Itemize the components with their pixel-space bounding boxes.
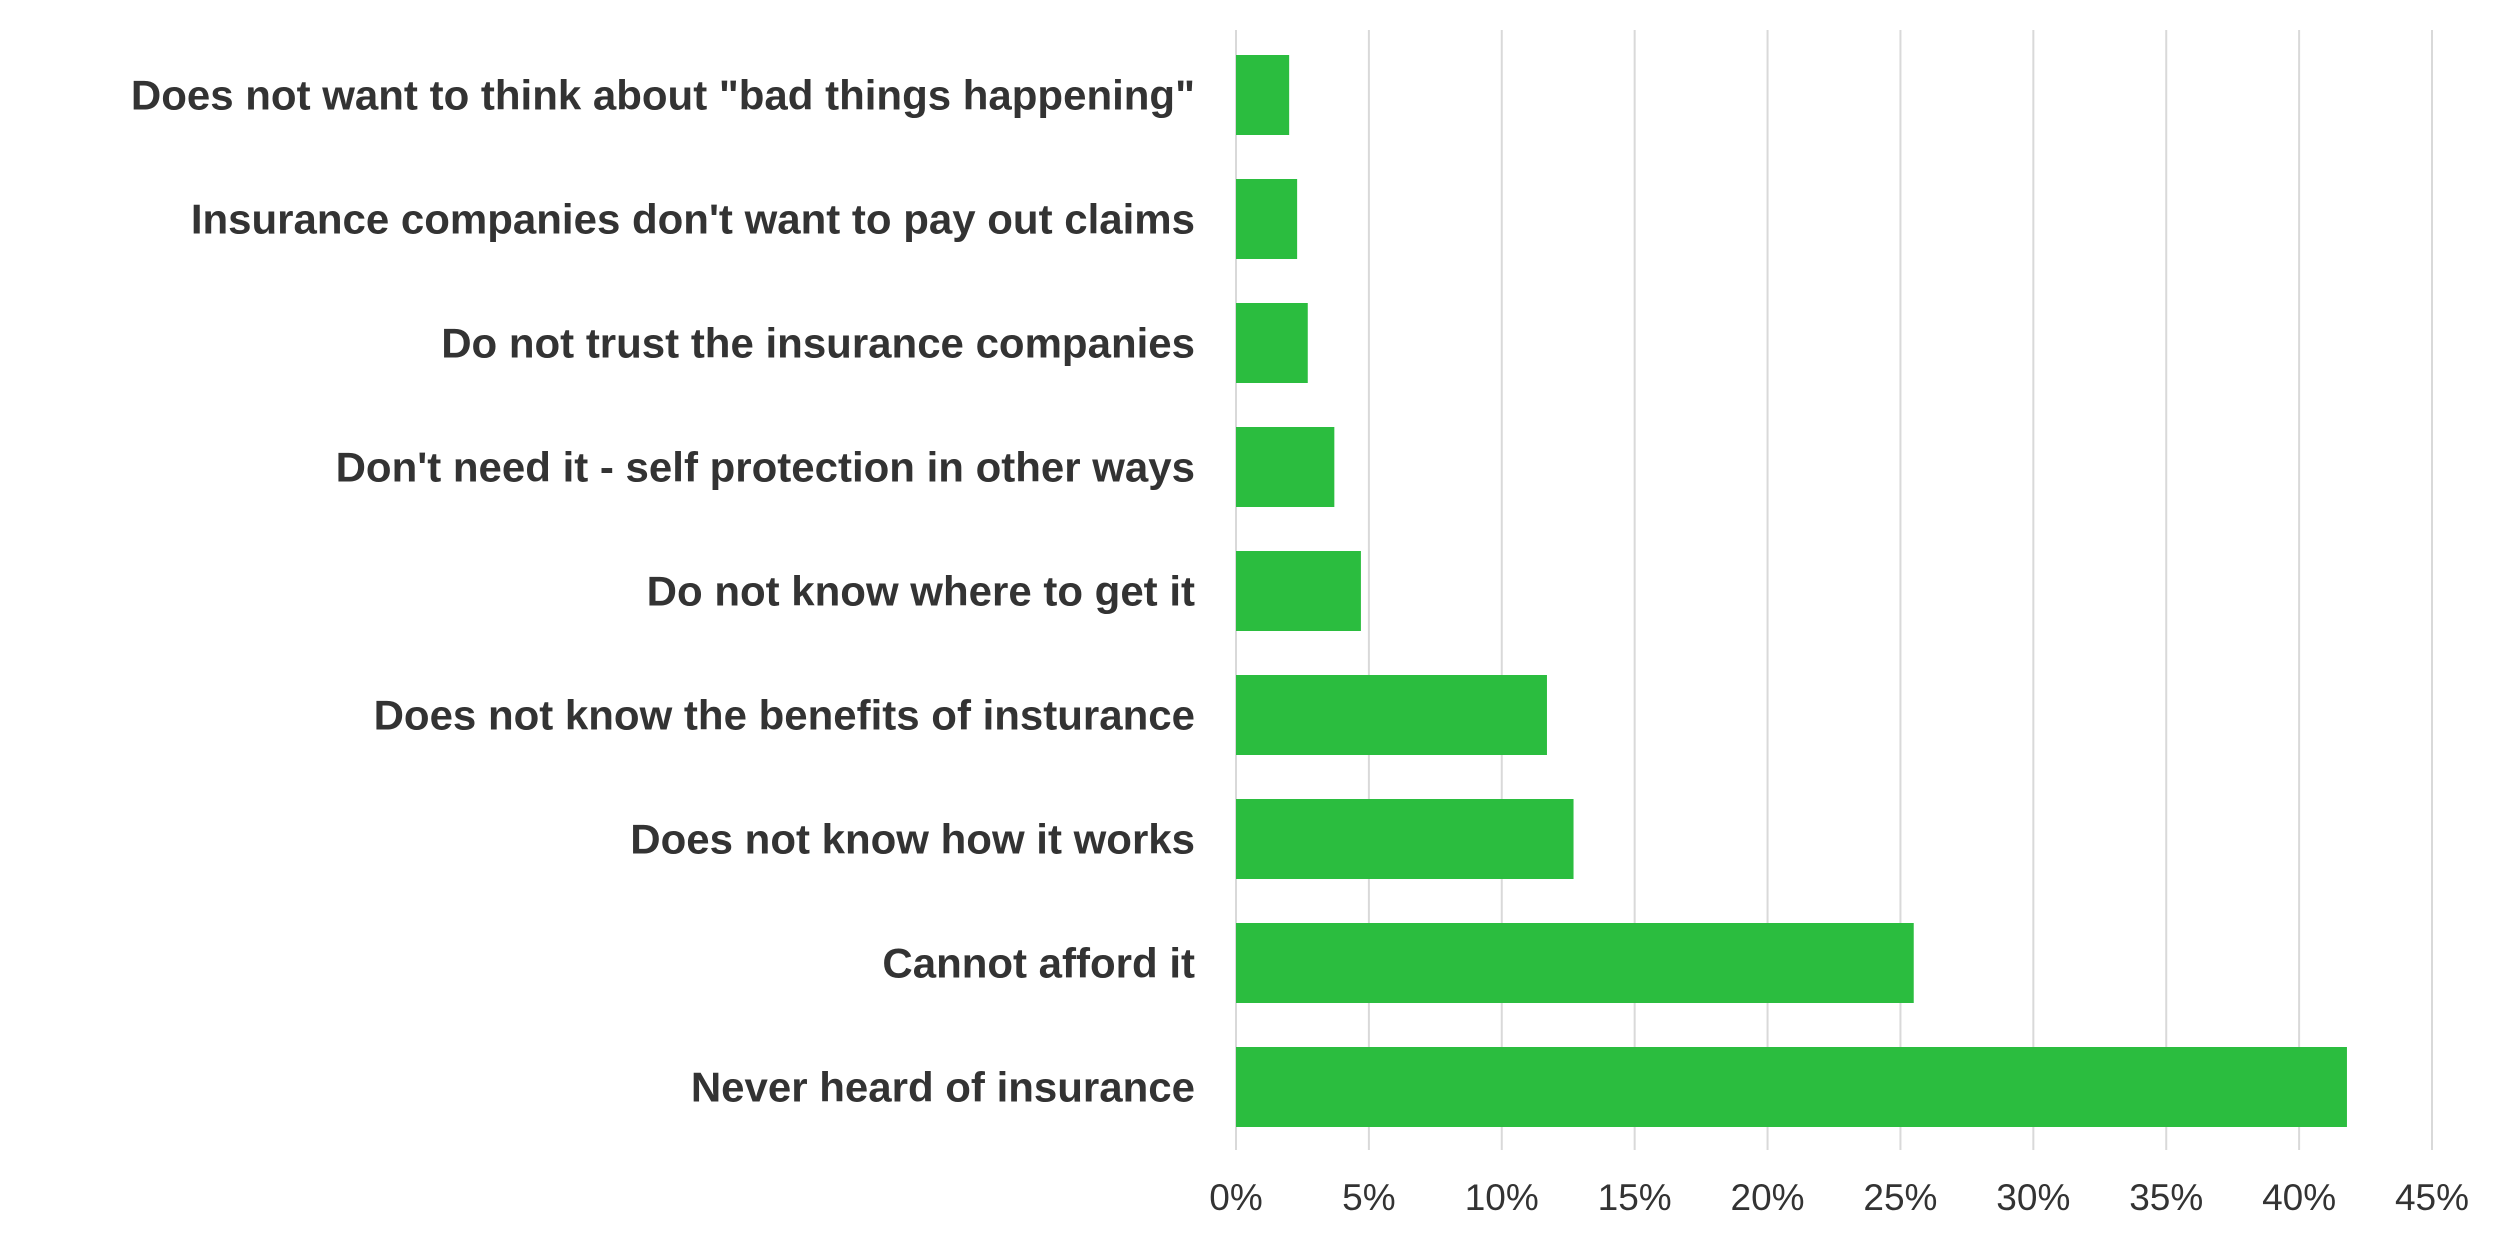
category-label: Insurance companies don't want to pay ou… bbox=[191, 196, 1195, 243]
x-tick-label: 25% bbox=[1863, 1177, 1937, 1218]
x-tick-label: 30% bbox=[1996, 1177, 2070, 1218]
gridlines bbox=[1235, 30, 2433, 1150]
x-tick-label: 10% bbox=[1465, 1177, 1539, 1218]
x-tick-label: 15% bbox=[1598, 1177, 1672, 1218]
category-label: Do not know where to get it bbox=[647, 568, 1195, 615]
x-tick-label: 40% bbox=[2262, 1177, 2336, 1218]
bar bbox=[1236, 1047, 2347, 1127]
x-tick-label: 0% bbox=[1209, 1177, 1262, 1218]
bar bbox=[1236, 427, 1335, 507]
category-label: Never heard of insurance bbox=[691, 1064, 1195, 1111]
bar bbox=[1236, 551, 1361, 631]
bars bbox=[1236, 55, 2347, 1127]
category-labels: Does not want to think about "bad things… bbox=[131, 72, 1195, 1111]
bar bbox=[1236, 303, 1308, 383]
x-tick-label: 20% bbox=[1731, 1177, 1805, 1218]
category-label: Does not know how it works bbox=[630, 816, 1195, 863]
x-tick-label: 5% bbox=[1342, 1177, 1395, 1218]
bar bbox=[1236, 923, 1914, 1003]
x-tick-label: 45% bbox=[2395, 1177, 2469, 1218]
bar bbox=[1236, 799, 1574, 879]
bar bbox=[1236, 675, 1547, 755]
category-label: Do not trust the insurance companies bbox=[441, 320, 1195, 367]
bar bbox=[1236, 55, 1290, 135]
category-label: Don't need it - self protection in other… bbox=[336, 444, 1195, 491]
category-label: Does not know the benefits of insturance bbox=[374, 692, 1195, 739]
category-label: Cannot afford it bbox=[882, 940, 1195, 987]
bar bbox=[1236, 179, 1298, 259]
x-tick-label: 35% bbox=[2129, 1177, 2203, 1218]
category-label: Does not want to think about "bad things… bbox=[131, 72, 1195, 119]
x-axis-ticks: 0% 5% 10% 15% 20% 25% 30% 35% 40% 45% bbox=[1209, 1177, 2469, 1218]
